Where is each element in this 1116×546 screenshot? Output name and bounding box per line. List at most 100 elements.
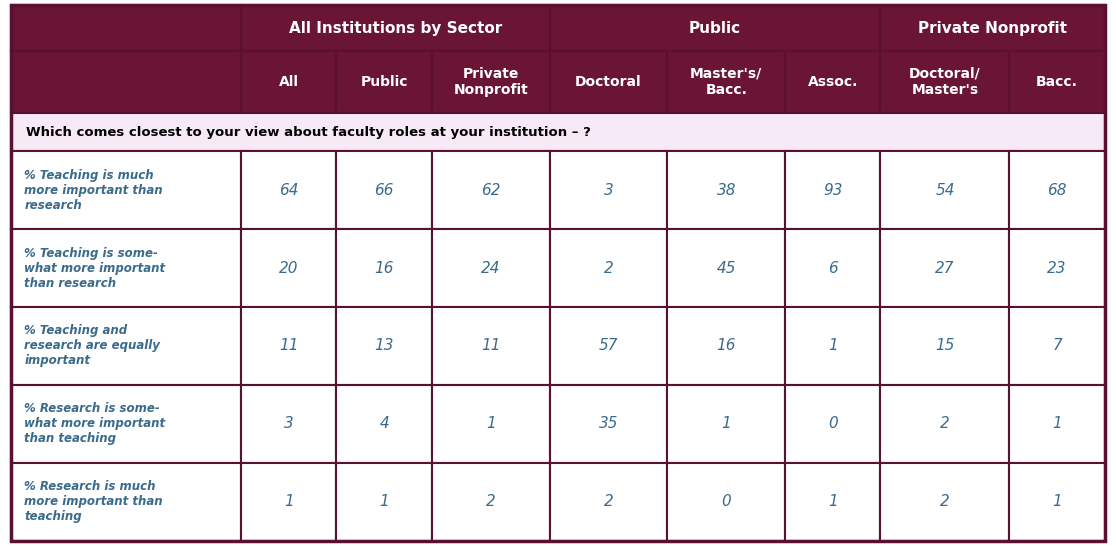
Text: 23: 23 [1048,260,1067,276]
Text: 1: 1 [1052,416,1062,431]
Text: 0: 0 [721,494,731,509]
Bar [336,51,432,113]
Bar [1010,385,1105,462]
Text: Bacc.: Bacc. [1037,75,1078,89]
Bar [549,5,881,51]
Bar [786,229,881,307]
Text: 16: 16 [374,260,394,276]
Bar [1010,51,1105,113]
Bar [881,307,1010,385]
Text: 2: 2 [604,260,614,276]
Text: 20: 20 [279,260,299,276]
Bar [432,151,549,229]
Bar [432,229,549,307]
Text: Private
Nonprofit: Private Nonprofit [453,67,528,97]
Text: % Teaching is much
more important than
research: % Teaching is much more important than r… [25,169,163,212]
Text: Which comes closest to your view about faculty roles at your institution – ?: Which comes closest to your view about f… [27,126,591,139]
Bar [432,51,549,113]
Text: 1: 1 [1052,494,1062,509]
Text: Public: Public [689,21,741,36]
Text: 2: 2 [485,494,496,509]
Bar [241,385,336,462]
Bar [11,385,241,462]
Bar [336,307,432,385]
Bar [549,385,667,462]
Text: Master's/
Bacc.: Master's/ Bacc. [690,67,762,97]
Text: 0: 0 [828,416,838,431]
Bar [432,462,549,541]
Bar [786,462,881,541]
Bar [786,385,881,462]
Bar [549,229,667,307]
Bar [432,307,549,385]
Bar [667,307,786,385]
Bar [432,385,549,462]
Text: 45: 45 [716,260,737,276]
Bar [241,229,336,307]
Bar [549,51,667,113]
Text: 3: 3 [604,183,614,198]
Text: % Teaching is some-
what more important
than research: % Teaching is some- what more important … [25,247,165,290]
Bar [549,151,667,229]
Text: All Institutions by Sector: All Institutions by Sector [289,21,502,36]
Text: % Research is much
more important than
teaching: % Research is much more important than t… [25,480,163,523]
Bar [786,151,881,229]
Bar [667,229,786,307]
Bar [881,51,1010,113]
Text: Assoc.: Assoc. [808,75,858,89]
Bar [336,462,432,541]
Bar [241,151,336,229]
Bar [11,51,241,113]
Bar [881,151,1010,229]
Bar [1010,151,1105,229]
Text: % Teaching and
research are equally
important: % Teaching and research are equally impo… [25,324,161,367]
Bar [11,113,1105,151]
Bar [667,385,786,462]
Bar [549,462,667,541]
Text: 13: 13 [374,339,394,353]
Text: 1: 1 [379,494,389,509]
Text: 3: 3 [283,416,294,431]
Text: 27: 27 [935,260,955,276]
Bar [1010,462,1105,541]
Text: Doctoral/
Master's: Doctoral/ Master's [910,67,981,97]
Text: 16: 16 [716,339,737,353]
Text: 66: 66 [374,183,394,198]
Bar [241,462,336,541]
Bar [11,229,241,307]
Text: 35: 35 [598,416,618,431]
Text: 64: 64 [279,183,299,198]
Bar [11,5,241,51]
Bar [881,385,1010,462]
Text: 68: 68 [1048,183,1067,198]
Text: 11: 11 [279,339,299,353]
Bar [786,51,881,113]
Text: 24: 24 [481,260,500,276]
Text: All: All [279,75,299,89]
Text: 1: 1 [828,494,838,509]
Bar [336,385,432,462]
Bar [881,229,1010,307]
Bar [336,151,432,229]
Text: 2: 2 [604,494,614,509]
Bar [1010,307,1105,385]
Text: Doctoral: Doctoral [575,75,642,89]
Bar [667,51,786,113]
Text: 7: 7 [1052,339,1062,353]
Text: Private Nonprofit: Private Nonprofit [918,21,1067,36]
Text: 4: 4 [379,416,389,431]
Bar [881,462,1010,541]
Text: 1: 1 [485,416,496,431]
Text: 1: 1 [721,416,731,431]
Bar [11,462,241,541]
Text: 6: 6 [828,260,838,276]
Text: 1: 1 [283,494,294,509]
Bar [881,5,1105,51]
Text: 93: 93 [824,183,843,198]
Bar [336,229,432,307]
Text: 2: 2 [940,494,950,509]
Bar [667,151,786,229]
Bar [786,307,881,385]
Text: 1: 1 [828,339,838,353]
Bar [667,462,786,541]
